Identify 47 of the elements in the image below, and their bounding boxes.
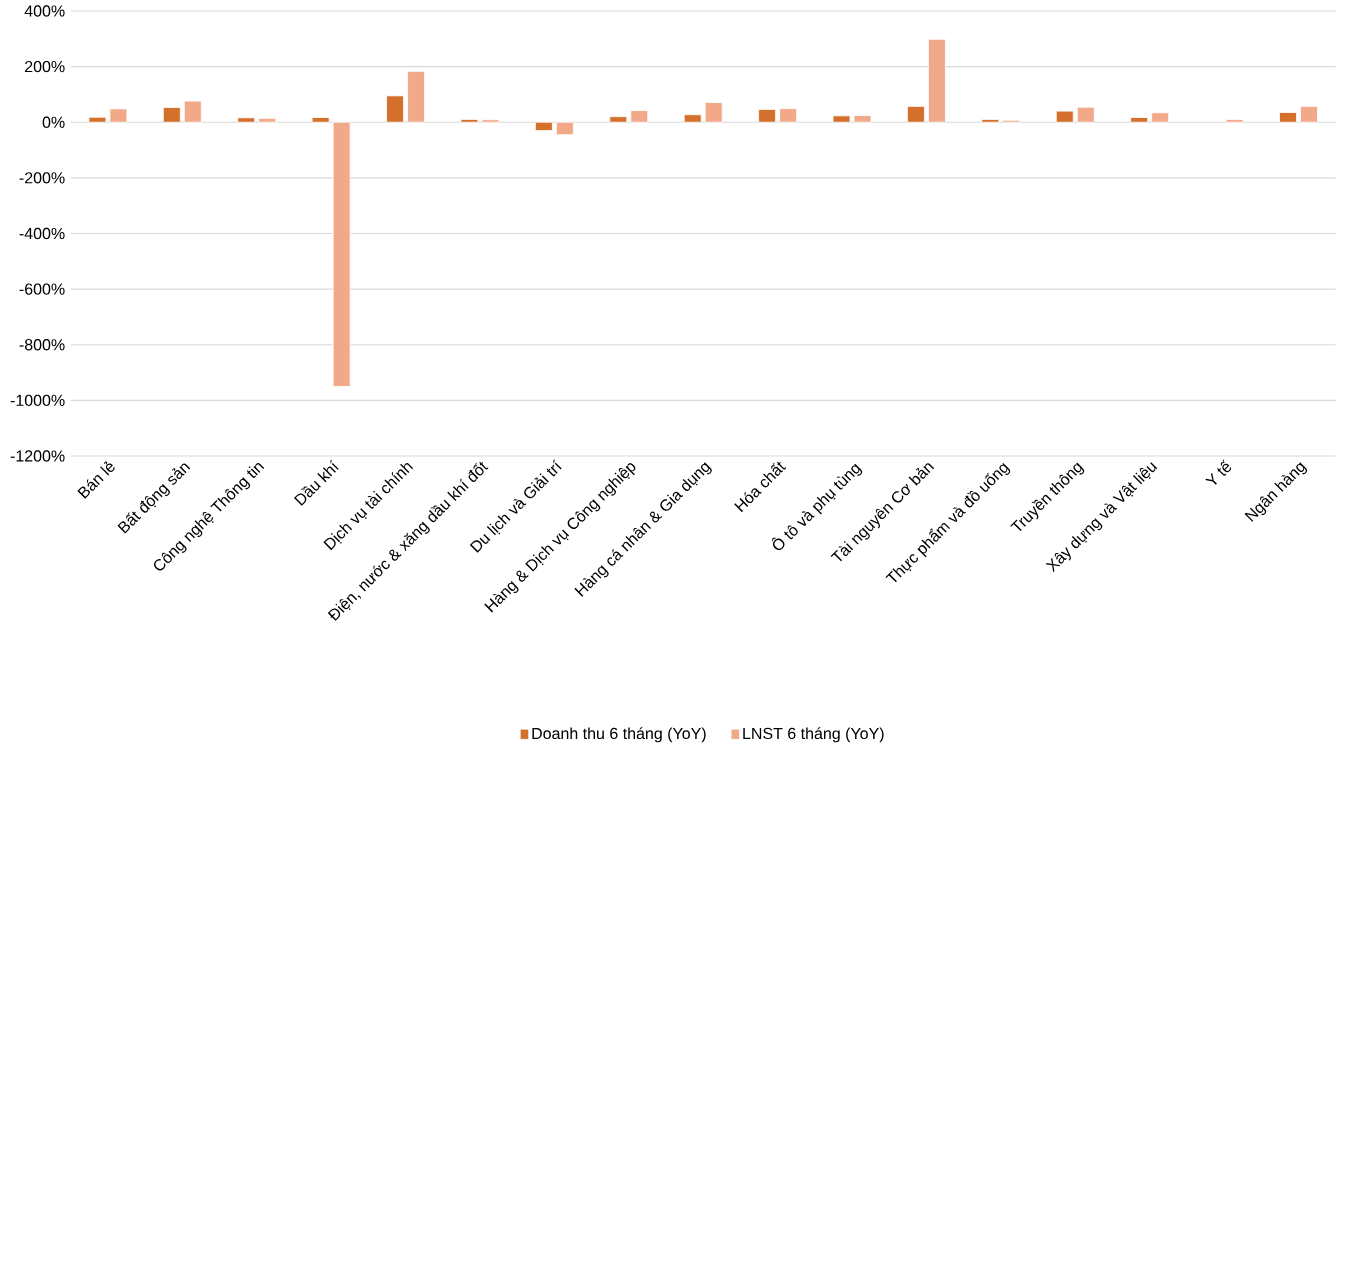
x-tick-label: Bán lẻ xyxy=(77,461,115,499)
y-tick-label: -1200% xyxy=(10,450,65,462)
bar xyxy=(555,121,574,136)
x-tick-label: Dầu khí xyxy=(293,459,339,506)
bar xyxy=(1130,117,1149,123)
bar xyxy=(928,38,946,123)
bar xyxy=(534,121,553,132)
bar xyxy=(183,100,202,123)
bar xyxy=(779,108,797,123)
y-tick-label: -400% xyxy=(19,227,65,240)
y-tick-label: 400% xyxy=(24,5,65,17)
bar xyxy=(683,114,702,123)
bar xyxy=(609,116,628,123)
bar xyxy=(1225,119,1244,123)
x-tick-label: Hóa chất xyxy=(734,461,787,513)
bar xyxy=(630,110,649,123)
bar xyxy=(1279,112,1297,123)
bar xyxy=(109,108,128,123)
bar xyxy=(1151,112,1170,123)
bar xyxy=(162,107,181,123)
y-tick-label: -600% xyxy=(19,283,65,295)
bar xyxy=(853,115,872,123)
bar xyxy=(237,117,256,123)
y-tick-label: 0% xyxy=(42,116,65,128)
bar xyxy=(481,119,500,123)
y-tick-label: -200% xyxy=(19,172,65,184)
bar xyxy=(88,116,107,123)
bar xyxy=(407,70,425,123)
bar xyxy=(332,121,351,387)
bar xyxy=(704,102,723,123)
bar xyxy=(758,109,776,123)
legend-label: Doanh thu 6 tháng (YoY) xyxy=(532,727,706,743)
y-tick-label: -800% xyxy=(19,339,65,351)
bar xyxy=(386,95,404,123)
bar xyxy=(460,119,479,123)
bar xyxy=(311,117,330,123)
bar xyxy=(832,115,851,123)
bar xyxy=(1055,110,1074,123)
bar xyxy=(1300,106,1318,123)
y-tick-label: -1000% xyxy=(10,394,65,407)
legend-label: LNST 6 tháng (YoY) xyxy=(743,727,884,743)
y-tick-label: 200% xyxy=(25,60,65,73)
bar xyxy=(1076,106,1095,123)
x-tick-label: Y tế xyxy=(1205,459,1232,485)
bar xyxy=(981,119,1000,123)
bar xyxy=(907,106,925,123)
bar xyxy=(258,117,277,123)
